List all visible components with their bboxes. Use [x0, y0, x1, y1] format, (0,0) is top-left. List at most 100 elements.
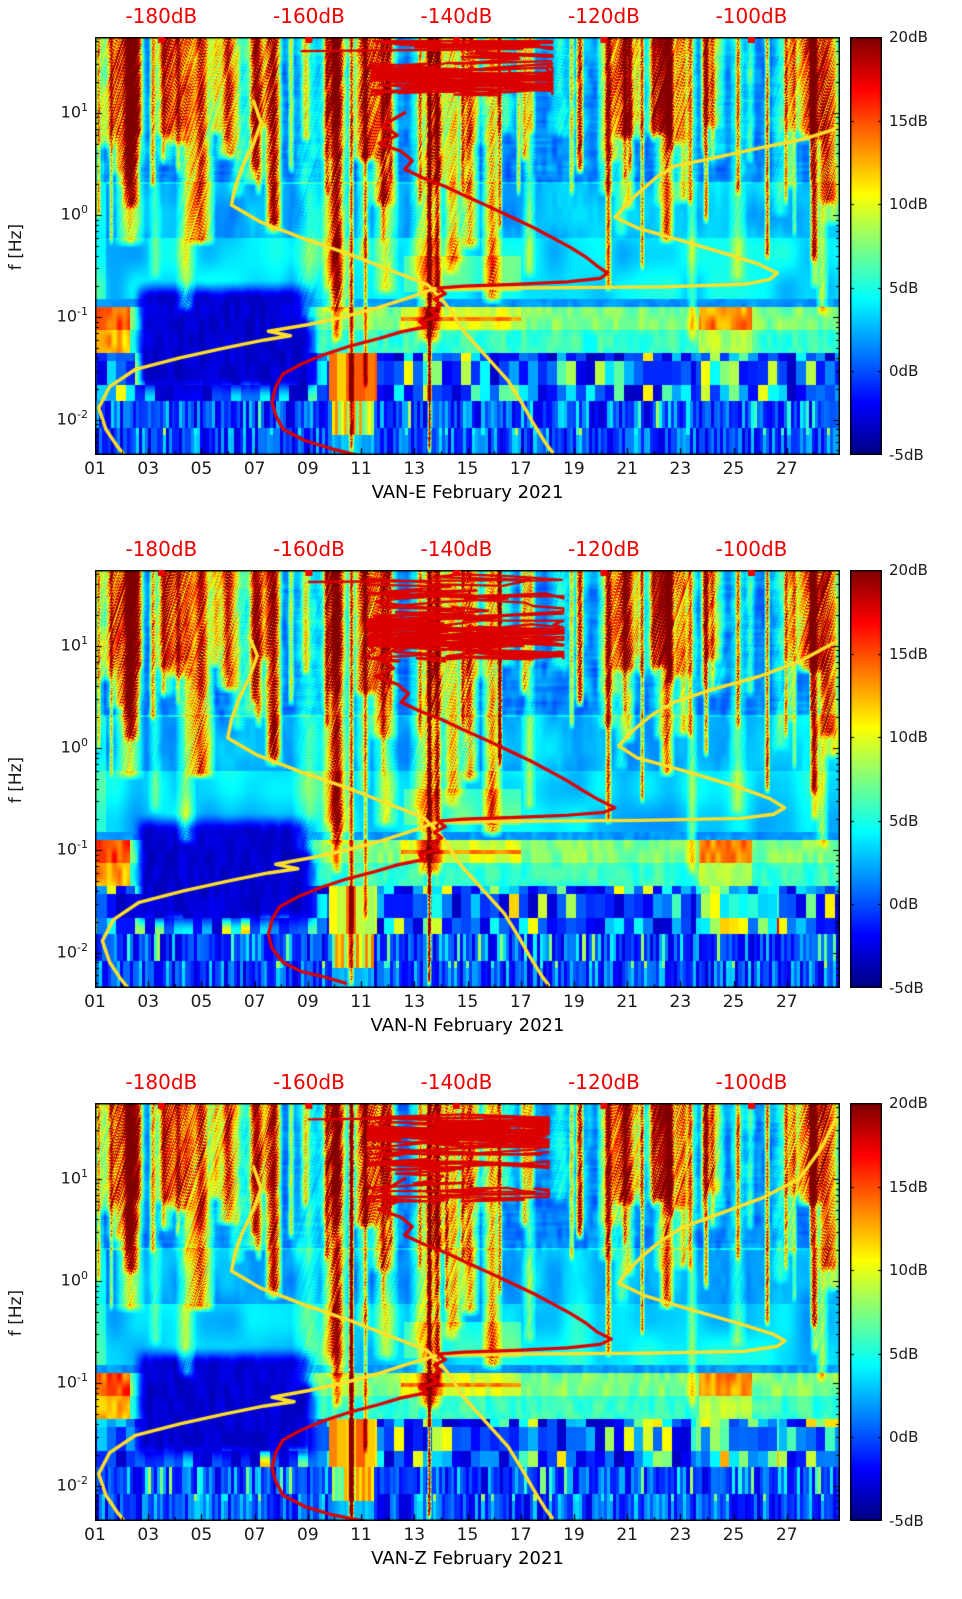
x-tick-label: 15	[456, 992, 479, 1012]
y-tick-base: 10	[56, 408, 78, 428]
colorbar-tick-label: 10dB	[889, 1261, 928, 1280]
y-tick-exponent: -1	[77, 305, 88, 319]
x-tick-label: 21	[616, 1525, 638, 1545]
y-tick-base: 10	[56, 1372, 78, 1392]
colorbar-tick-label: -5dB	[889, 1512, 924, 1530]
y-tick-base: 10	[60, 204, 81, 224]
colorbar-canvas	[850, 1103, 882, 1521]
colorbar-canvas	[850, 570, 882, 988]
x-tick-label: 01	[84, 992, 106, 1012]
spectrogram-canvas	[95, 570, 840, 988]
y-axis-label: f [Hz]	[6, 756, 26, 804]
x-tick-label: 07	[243, 1525, 266, 1545]
spectrogram-canvas	[95, 1103, 840, 1521]
spectrogram-panel-van-e: -180dB -160dB -140dB -120dB -100dB 101 100 10-1…	[0, 0, 962, 533]
x-tick-label: 01	[84, 459, 106, 479]
y-tick-exponent: 1	[81, 1166, 88, 1180]
y-tick-base: 10	[56, 1474, 78, 1494]
y-tick-label: 100	[20, 203, 88, 223]
axis-title: VAN-Z February 2021	[371, 1548, 564, 1569]
x-tick-label: 15	[456, 459, 479, 479]
x-tick-label: 15	[456, 1525, 479, 1545]
y-tick-exponent: 0	[81, 735, 88, 749]
y-tick-label: 101	[20, 101, 88, 121]
y-tick-label: 10-2	[20, 1474, 88, 1494]
axis-title: VAN-N February 2021	[370, 1015, 565, 1036]
top-axis-label: -120dB	[568, 1070, 640, 1094]
x-tick-label: 25	[722, 1525, 745, 1545]
y-axis-label: f [Hz]	[6, 1289, 26, 1337]
y-tick-label: 10-1	[20, 305, 88, 325]
colorbar-tick-label: 20dB	[889, 561, 928, 579]
spectrogram-panel-van-n: -180dB -160dB -140dB -120dB -100dB 101 100 10-1…	[0, 533, 962, 1066]
colorbar-tick-label: 5dB	[889, 1344, 919, 1363]
colorbar-tick-label: 15dB	[889, 1177, 928, 1196]
top-axis-label: -180dB	[125, 537, 198, 561]
top-axis-label: -140dB	[420, 1070, 493, 1094]
x-tick-label: 09	[297, 459, 319, 479]
colorbar-tick-label: 15dB	[889, 111, 928, 130]
colorbar-tick-label: 20dB	[889, 28, 928, 46]
colorbar-tick-label: -5dB	[889, 979, 924, 997]
colorbar-tick-label: 10dB	[889, 195, 928, 214]
top-axis-label: -100dB	[715, 537, 788, 561]
top-axis-label: -160dB	[273, 4, 345, 28]
colorbar-canvas	[850, 37, 882, 455]
spectrogram-canvas	[95, 37, 840, 455]
colorbar-tick-label: 15dB	[889, 644, 928, 663]
x-tick-label: 05	[190, 459, 213, 479]
x-tick-label: 27	[775, 1525, 798, 1545]
colorbar-tick-label: 0dB	[889, 895, 919, 914]
x-tick-label: 13	[403, 992, 426, 1012]
top-axis-label: -140dB	[420, 4, 493, 28]
colorbar-tick-label: 20dB	[889, 1094, 928, 1112]
y-tick-label: 10-2	[20, 408, 88, 428]
y-tick-base: 10	[56, 941, 78, 961]
y-tick-base: 10	[60, 102, 81, 122]
top-axis-label: -120dB	[568, 4, 640, 28]
top-axis-label: -160dB	[273, 1070, 345, 1094]
y-tick-base: 10	[60, 1270, 81, 1290]
x-tick-label: 25	[722, 992, 745, 1012]
y-tick-label: 100	[20, 1269, 88, 1289]
top-axis-label: -140dB	[420, 537, 493, 561]
x-tick-label: 13	[403, 459, 426, 479]
x-tick-label: 09	[297, 992, 319, 1012]
x-tick-label: 27	[775, 992, 798, 1012]
x-tick-label: 05	[190, 1525, 213, 1545]
x-tick-label: 03	[137, 1525, 160, 1545]
y-tick-label: 101	[20, 1167, 88, 1187]
top-axis-label: -100dB	[715, 1070, 788, 1094]
top-axis-label: -120dB	[568, 537, 640, 561]
top-axis-label: -180dB	[125, 1070, 198, 1094]
x-tick-label: 13	[403, 1525, 426, 1545]
x-tick-label: 21	[616, 459, 638, 479]
x-tick-label: 09	[297, 1525, 319, 1545]
top-axis-label: -160dB	[273, 537, 345, 561]
x-tick-label: 19	[563, 459, 585, 479]
y-tick-base: 10	[56, 306, 78, 326]
y-tick-exponent: -2	[77, 407, 88, 421]
colorbar-tick-label: -5dB	[889, 446, 924, 464]
x-tick-label: 21	[616, 992, 638, 1012]
y-tick-base: 10	[60, 1168, 81, 1188]
x-tick-label: 19	[563, 992, 585, 1012]
colorbar-tick-label: 0dB	[889, 362, 919, 381]
x-tick-label: 03	[137, 992, 160, 1012]
x-tick-label: 07	[243, 459, 266, 479]
axis-title: VAN-E February 2021	[371, 482, 564, 503]
x-tick-label: 03	[137, 459, 160, 479]
y-tick-base: 10	[60, 737, 81, 757]
y-tick-exponent: 0	[81, 202, 88, 216]
y-tick-label: 101	[20, 634, 88, 654]
y-tick-base: 10	[60, 635, 81, 655]
spectrogram-panel-van-z: -180dB -160dB -140dB -120dB -100dB 101 100 10-1…	[0, 1066, 962, 1599]
y-tick-label: 10-2	[20, 941, 88, 961]
y-tick-label: 10-1	[20, 838, 88, 858]
top-axis-label: -180dB	[125, 4, 198, 28]
colorbar-tick-label: 0dB	[889, 1428, 919, 1447]
y-tick-exponent: -2	[77, 1473, 88, 1487]
y-tick-exponent: 1	[81, 100, 88, 114]
x-tick-label: 05	[190, 992, 213, 1012]
